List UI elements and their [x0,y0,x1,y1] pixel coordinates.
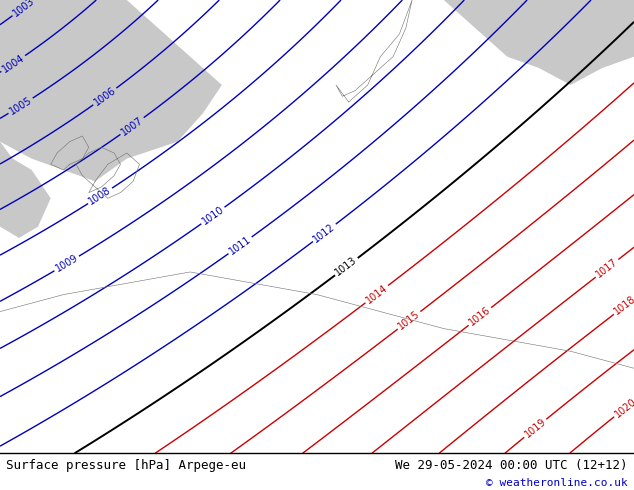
Text: 1015: 1015 [396,309,422,332]
Text: 1008: 1008 [87,185,113,207]
Text: 1006: 1006 [92,85,118,108]
Text: 1007: 1007 [119,115,145,137]
Text: 1014: 1014 [364,283,389,306]
Text: 1019: 1019 [522,416,548,440]
Text: 1009: 1009 [54,253,80,274]
Text: 1005: 1005 [8,95,34,117]
Polygon shape [0,142,51,238]
Text: We 29-05-2024 00:00 UTC (12+12): We 29-05-2024 00:00 UTC (12+12) [395,459,628,471]
Text: 1011: 1011 [227,234,253,257]
Text: 1016: 1016 [467,305,493,328]
Text: 1010: 1010 [200,204,226,227]
Text: 1013: 1013 [333,255,359,278]
Text: 1018: 1018 [612,294,634,317]
Text: 1004: 1004 [1,52,26,74]
Text: 1012: 1012 [311,221,337,245]
Text: 1017: 1017 [594,257,620,280]
Polygon shape [444,0,634,85]
Text: 1020: 1020 [612,396,634,419]
Text: © weatheronline.co.uk: © weatheronline.co.uk [486,478,628,489]
Text: 1003: 1003 [11,0,37,19]
Polygon shape [0,0,222,181]
Text: Surface pressure [hPa] Arpege-eu: Surface pressure [hPa] Arpege-eu [6,459,247,471]
